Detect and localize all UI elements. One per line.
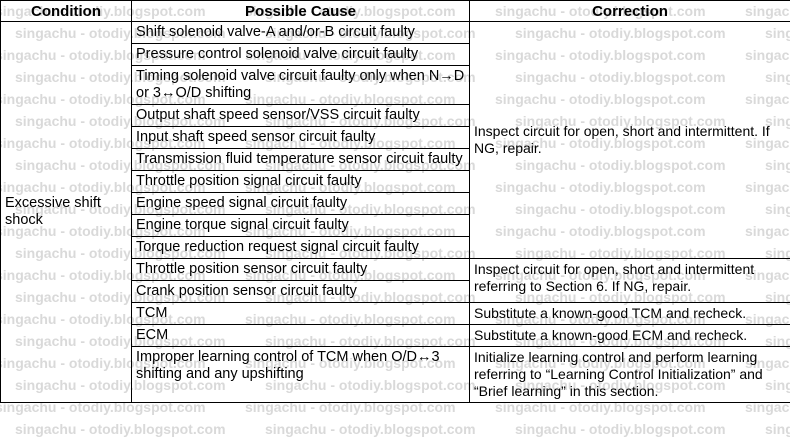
watermark-text: singachu - otodiy.blogspot.com bbox=[495, 399, 706, 415]
cause-cell: Engine torque signal circuit faulty bbox=[131, 214, 470, 237]
table-row: Timing solenoid valve circuit faulty onl… bbox=[1, 65, 790, 105]
watermark-text: singachu - otodiy.blogspot.com bbox=[765, 421, 790, 437]
cause-cell: Output shaft speed sensor/VSS circuit fa… bbox=[131, 104, 470, 127]
header-row: Condition Possible Cause Correction bbox=[0, 0, 790, 22]
cause-cell: Throttle position signal circuit faulty bbox=[131, 170, 470, 193]
cause-cell: Improper learning control of TCM when O/… bbox=[131, 346, 470, 403]
cause-cell: Input shaft speed sensor circuit faulty bbox=[131, 126, 470, 149]
header-condition: Condition bbox=[0, 0, 132, 22]
correction-cell: Inspect circuit for open, short and inte… bbox=[469, 258, 790, 303]
table-row: Pressure control solenoid valve circuit … bbox=[1, 43, 790, 66]
table-row: Transmission fluid temperature sensor ci… bbox=[1, 148, 790, 171]
correction-cell: Initialize learning control and perform … bbox=[469, 346, 790, 403]
cause-cell: Throttle position sensor circuit faulty bbox=[131, 258, 470, 281]
troubleshooting-table: Condition Possible Cause Correction Exce… bbox=[0, 0, 790, 403]
condition-cell: Excessive shift shock bbox=[0, 21, 132, 403]
table-row: ECM Substitute a known-good ECM and rech… bbox=[1, 324, 790, 347]
header-possible-cause: Possible Cause bbox=[131, 0, 470, 22]
watermark-text: singachu - otodiy.blogspot.com bbox=[515, 421, 726, 437]
watermark-text: singachu - otodiy.blogspot.com bbox=[745, 399, 790, 415]
cause-cell: Torque reduction request signal circuit … bbox=[131, 236, 470, 259]
correction-cell: Inspect circuit for open, short and inte… bbox=[469, 21, 790, 259]
table-row: Torque reduction request signal circuit … bbox=[1, 236, 790, 259]
table-row: TCM Substitute a known-good TCM and rech… bbox=[1, 302, 790, 325]
table-row: Input shaft speed sensor circuit faulty bbox=[1, 126, 790, 149]
cause-cell: TCM bbox=[131, 302, 470, 325]
table-row: Throttle position sensor circuit faulty … bbox=[1, 258, 790, 303]
cause-cell: Timing solenoid valve circuit faulty onl… bbox=[131, 65, 470, 105]
table-row: Output shaft speed sensor/VSS circuit fa… bbox=[1, 104, 790, 127]
watermark-text: singachu - otodiy.blogspot.com bbox=[15, 421, 226, 437]
watermark-text: singachu - otodiy.blogspot.com bbox=[0, 399, 206, 415]
correction-cell: Substitute a known-good TCM and recheck. bbox=[469, 302, 790, 325]
watermark-text: singachu - otodiy.blogspot.com bbox=[245, 399, 456, 415]
cause-cell: Engine speed signal circuit faulty bbox=[131, 192, 470, 215]
cause-cell: Transmission fluid temperature sensor ci… bbox=[131, 148, 470, 171]
cause-cell: Crank position sensor circuit faulty bbox=[131, 280, 470, 303]
table-row: Excessive shift shock Shift solenoid val… bbox=[0, 21, 790, 403]
cause-cell: ECM bbox=[131, 324, 470, 347]
watermark-text: singachu - otodiy.blogspot.com bbox=[265, 421, 476, 437]
table-row: Improper learning control of TCM when O/… bbox=[1, 346, 790, 403]
table-row: Throttle position signal circuit faulty bbox=[1, 170, 790, 193]
correction-cell: Substitute a known-good ECM and recheck. bbox=[469, 324, 790, 347]
header-correction: Correction bbox=[469, 0, 790, 22]
cause-cell: Shift solenoid valve-A and/or-B circuit … bbox=[131, 21, 470, 44]
cause-cell: Pressure control solenoid valve circuit … bbox=[131, 43, 470, 66]
